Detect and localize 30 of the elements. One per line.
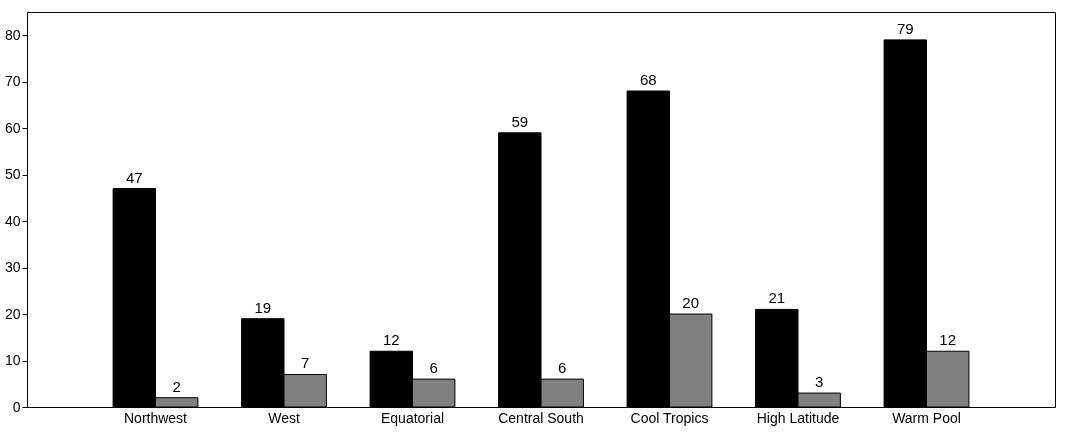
data-label: 12 — [382, 331, 400, 349]
data-label: 12 — [939, 331, 957, 349]
x-tick-label: Cool Tropics — [630, 409, 709, 426]
y-tick-label: 10 — [4, 352, 21, 369]
data-label: 59 — [511, 112, 529, 130]
y-tick-label: 20 — [4, 305, 21, 322]
y-tick-label: 50 — [4, 166, 21, 183]
y-tick-label: 80 — [4, 26, 21, 43]
y-tick-label: 0 — [12, 398, 21, 415]
y-tick-label: 60 — [4, 119, 21, 136]
y-tick-label: 70 — [4, 73, 21, 90]
x-tick-label: Central South — [498, 409, 584, 426]
data-label: 7 — [301, 354, 310, 372]
x-tick-label: Equatorial — [380, 409, 445, 426]
data-label: 21 — [768, 289, 786, 307]
x-tick-label: West — [268, 409, 300, 426]
data-label: 79 — [896, 19, 914, 37]
data-label: 3 — [815, 373, 824, 391]
data-label: 68 — [639, 71, 657, 88]
data-label: 6 — [429, 359, 438, 377]
data-label: 47 — [125, 168, 143, 186]
x-tick-label: Warm Pool — [892, 409, 961, 426]
x-tick-label: High Latitude — [756, 409, 840, 426]
y-tick-label: 30 — [4, 259, 21, 276]
x-tick-label: Northwest — [123, 409, 188, 426]
data-label: 20 — [682, 294, 700, 312]
data-label: 19 — [254, 298, 272, 316]
y-tick-label: 40 — [4, 212, 21, 229]
data-label: 6 — [558, 359, 567, 377]
data-label: 2 — [172, 377, 181, 395]
